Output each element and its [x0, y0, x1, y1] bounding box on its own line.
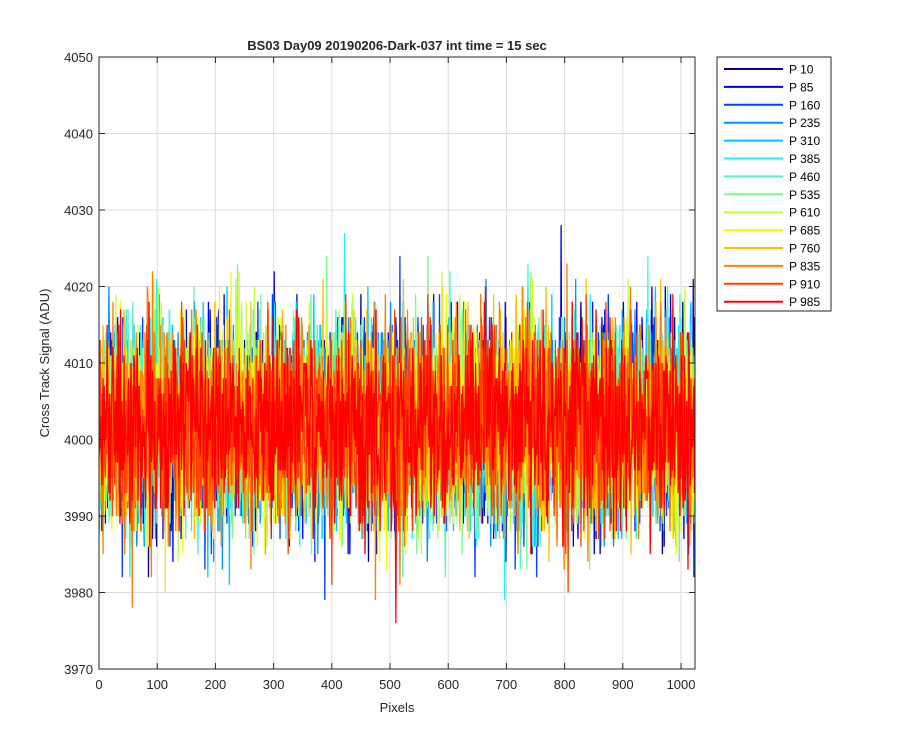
x-tick-label: 800 — [554, 677, 576, 692]
legend-label: P 10 — [789, 63, 814, 77]
y-tick-label: 3990 — [64, 509, 93, 524]
x-tick-label: 900 — [612, 677, 634, 692]
legend-label: P 385 — [789, 152, 820, 166]
legend-label: P 985 — [789, 295, 820, 309]
y-tick-label: 4030 — [64, 203, 93, 218]
y-tick-label: 4040 — [64, 127, 93, 142]
x-tick-label: 200 — [205, 677, 227, 692]
y-tick-label: 4020 — [64, 280, 93, 295]
legend-label: P 535 — [789, 188, 820, 202]
legend-label: P 610 — [789, 206, 820, 220]
legend-label: P 460 — [789, 170, 820, 184]
series-lines — [99, 225, 695, 624]
x-tick-label: 100 — [146, 677, 168, 692]
x-axis-ticks: 0 100 200 300 400 500 600 700 800 900 1000 — [95, 57, 695, 692]
y-tick-label: 4010 — [64, 356, 93, 371]
x-tick-label: 600 — [437, 677, 459, 692]
chart-title: BS03 Day09 20190206-Dark-037 int time = … — [247, 38, 547, 53]
series-line-p-985 — [99, 286, 695, 624]
x-tick-label: 700 — [496, 677, 518, 692]
x-tick-label: 500 — [379, 677, 401, 692]
legend-label: P 85 — [789, 80, 814, 94]
legend-label: P 310 — [789, 134, 820, 148]
x-tick-label: 300 — [263, 677, 285, 692]
y-tick-label: 4000 — [64, 433, 93, 448]
legend: P 10 P 85 P 160 P 235 P 310 P 385 P 460 P 535 P … — [716, 56, 832, 312]
legend-label: P 235 — [789, 116, 820, 130]
legend-label: P 160 — [789, 98, 820, 112]
y-tick-label: 3980 — [64, 586, 93, 601]
x-tick-label: 0 — [95, 677, 102, 692]
x-axis-label: Pixels — [380, 700, 415, 715]
y-axis-label: Cross Track Signal (ADU) — [37, 289, 52, 438]
y-axis-ticks: 3970 3980 3990 4000 4010 4020 4030 4040 4050 — [64, 50, 695, 677]
x-tick-label: 1000 — [667, 677, 696, 692]
legend-box — [716, 56, 832, 312]
legend-label: P 685 — [789, 224, 820, 238]
y-tick-label: 3970 — [64, 662, 93, 677]
legend-label: P 835 — [789, 259, 820, 273]
y-tick-label: 4050 — [64, 50, 93, 65]
x-tick-label: 400 — [321, 677, 343, 692]
legend-label: P 760 — [789, 242, 820, 256]
legend-label: P 910 — [789, 277, 820, 291]
